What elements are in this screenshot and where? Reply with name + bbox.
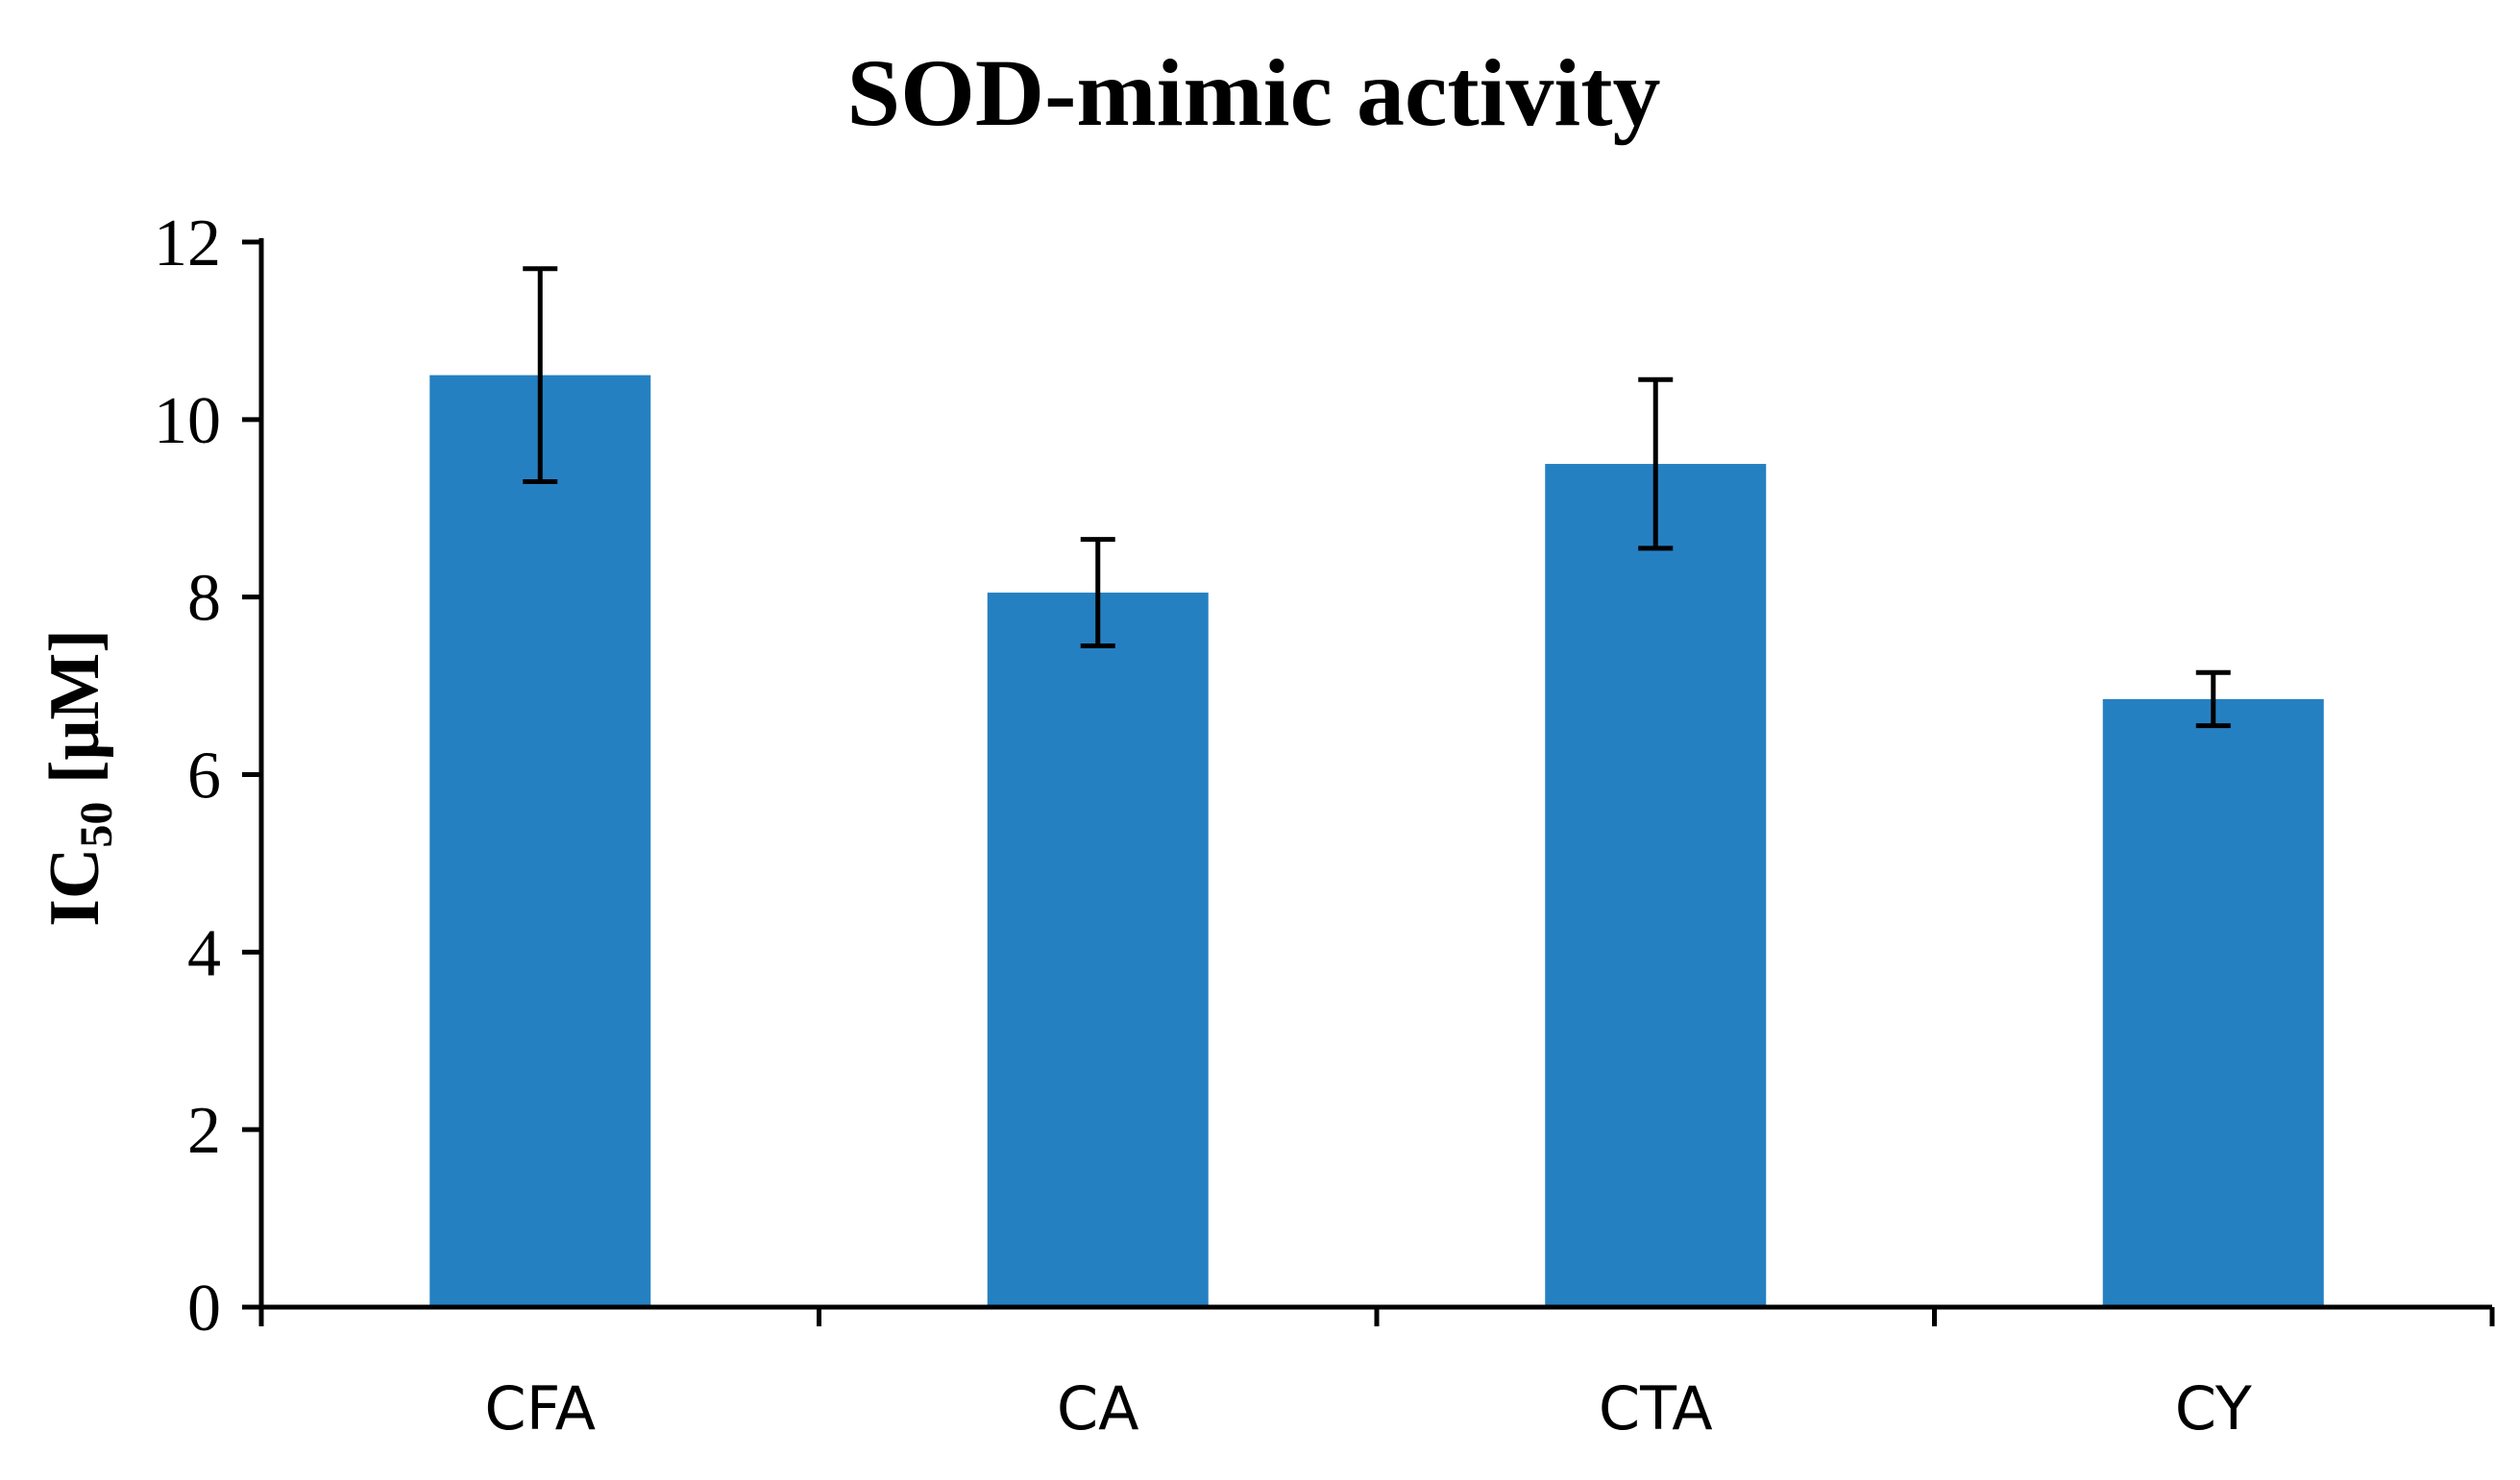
bars-layer	[429, 375, 2324, 1308]
y-tick-label: 10	[154, 384, 221, 458]
x-tick-label-cfa: CFA	[484, 1373, 596, 1444]
y-axis-label-unit: [μM]	[36, 629, 114, 802]
error-bar-cy	[2195, 669, 2231, 729]
y-tick-label: 6	[187, 740, 221, 813]
error-bar-cfa	[523, 266, 558, 485]
y-axis-label-subscript: 50	[71, 802, 122, 848]
y-axis-label: IC50 [μM]	[36, 629, 122, 927]
y-tick-label: 4	[187, 916, 221, 990]
bar-cy	[2102, 698, 2324, 1307]
y-tick-label: 2	[187, 1094, 221, 1168]
bar-ca	[987, 593, 1209, 1307]
x-ticks-layer: CFA CA CTA CY	[258, 1307, 2495, 1444]
error-bar-cta	[1638, 376, 1674, 551]
y-tick-label: 12	[154, 206, 221, 280]
x-tick-label-cta: CTA	[1599, 1373, 1713, 1444]
x-tick-label-cy: CY	[2175, 1373, 2252, 1444]
y-axis-label-main: IC	[36, 848, 114, 927]
error-bar-ca	[1080, 537, 1115, 648]
bar-cfa	[429, 375, 651, 1307]
bar-cta	[1545, 464, 1767, 1308]
x-tick-label-ca: CA	[1057, 1373, 1139, 1444]
y-tick-label: 8	[187, 562, 221, 636]
y-tick-label: 0	[187, 1272, 221, 1346]
error-bars-layer	[523, 266, 2231, 729]
chart-title: SOD-mimic activity	[846, 39, 1660, 146]
y-ticks-layer: 0 2 4 6 8 10 12	[154, 206, 261, 1346]
